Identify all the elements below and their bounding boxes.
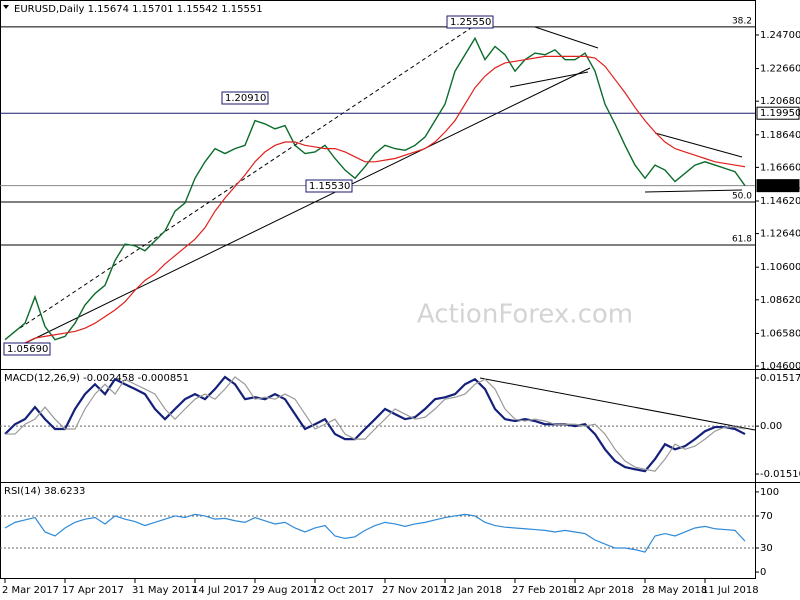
annotation-box [305,179,353,193]
price-label: 1.15551 [760,181,800,192]
x-tick-label: 12 Oct 2017 [312,585,374,596]
macd-title: MACD(12,26,9) -0.002458 -0.000851 [4,373,189,384]
y-tick-label: 1.20680 [760,96,800,107]
price-box [756,106,800,120]
series-line [4,55,746,351]
fib-label: 50.0 [732,191,752,201]
x-tick-label: 28 May 2018 [642,585,707,596]
y-tick-label: 70 [760,511,773,522]
price-label: 1.19950 [760,108,800,119]
annotation: 1.25550 [450,17,491,28]
y-tick-label: 1.14620 [760,196,800,207]
series-line [5,376,746,472]
y-tick-label: 1.12640 [760,229,800,240]
x-tick-label: 12 Jan 2018 [442,585,502,596]
y-tick-label: 1.18640 [760,130,800,141]
x-tick-label: 31 May 2017 [132,585,197,596]
x-tick-label: 11 Jul 2018 [702,585,759,596]
y-tick-label: 1.22660 [760,64,800,75]
trend-line [479,377,756,431]
annotation-box [3,342,51,356]
rsi-title: RSI(14) 38.6233 [4,486,85,497]
chart-title: EURUSD,Daily 1.15674 1.15701 1.15542 1.1… [14,4,263,15]
x-tick-label: 27 Nov 2017 [382,585,446,596]
x-tick-label: 29 Aug 2017 [252,585,316,596]
trend-line [654,132,743,158]
y-tick-label: 0.00 [760,421,782,432]
y-tick-label: 1.10600 [760,262,800,273]
y-tick-label: 1.24700 [760,30,800,41]
y-tick-label: 30 [760,543,773,554]
price-box [756,179,800,193]
channel-line [19,21,481,329]
x-tick-label: 2 Mar 2017 [2,585,59,596]
y-tick-label: 1.16660 [760,162,800,173]
y-tick-label: 0.015176 [760,373,800,384]
frame [0,0,756,579]
annotation: 1.15530 [309,181,350,192]
annotation: 1.20910 [225,93,266,104]
annotation: 1.05690 [7,344,48,355]
menu-arrow [3,5,9,9]
y-tick-label: 0 [760,567,766,578]
trend-line [509,71,589,88]
annotation-box [446,15,494,29]
annotation-box [221,91,269,105]
y-tick-label: 100 [760,487,779,498]
y-tick-label: 1.08620 [760,295,800,306]
y-tick-label: -0.015105 [760,469,800,480]
trend-lines [4,21,756,431]
x-tick-label: 14 Jul 2017 [192,585,249,596]
fib-label: 38.2 [732,16,752,26]
series-line [4,375,746,473]
x-tick-label: 12 Apr 2018 [572,585,634,596]
trend-line [534,26,599,49]
x-tick-label: 17 Apr 2017 [62,585,124,596]
trend-line [644,189,743,193]
series-line [4,36,746,341]
watermark: ActionForex.com [417,300,633,330]
y-tick-label: 1.04600 [760,361,800,372]
x-tick-label: 27 Feb 2018 [512,585,574,596]
trend-line [4,67,591,354]
y-tick-label: 1.06580 [760,328,800,339]
series-line [4,513,746,553]
fib-label: 61.8 [732,234,752,244]
